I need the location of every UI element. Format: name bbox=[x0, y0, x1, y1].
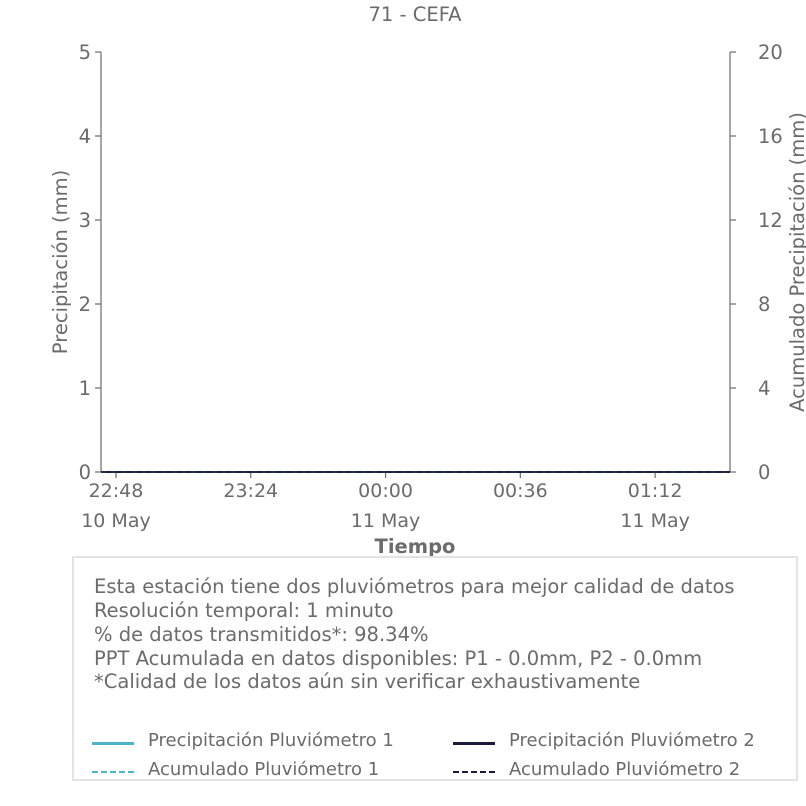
legend-label-acum1: Acumulado Pluviómetro 1 bbox=[148, 759, 380, 780]
legend-label-acum2: Acumulado Pluviómetro 2 bbox=[509, 759, 741, 780]
x-axis-label: Tiempo bbox=[375, 535, 456, 556]
legend-swatch-acum2 bbox=[453, 771, 495, 773]
info-line-accumulated: PPT Acumulada en datos disponibles: P1 -… bbox=[94, 647, 703, 670]
right-tick-label: 4 bbox=[758, 377, 770, 400]
left-tick-label: 0 bbox=[79, 461, 91, 484]
legend-label-p2: Precipitación Pluviómetro 2 bbox=[509, 730, 755, 751]
info-line-resolution: Resolución temporal: 1 minuto bbox=[94, 599, 394, 622]
x-tick-date-label: 10 May bbox=[81, 510, 151, 532]
left-tick-label: 5 bbox=[79, 41, 91, 64]
right-tick-label: 8 bbox=[758, 293, 770, 316]
left-tick-label: 1 bbox=[79, 377, 91, 400]
info-box: Esta estación tiene dos pluviómetros par… bbox=[72, 556, 798, 781]
left-tick-label: 4 bbox=[79, 125, 91, 148]
left-tick-label: 2 bbox=[79, 293, 91, 316]
legend-swatch-p2 bbox=[453, 742, 495, 745]
info-line-quality-note: *Calidad de los datos aún sin verificar … bbox=[94, 670, 641, 693]
x-tick-time-label: 22:48 bbox=[89, 480, 144, 502]
right-tick-label: 0 bbox=[758, 461, 770, 484]
x-tick-date-label: 11 May bbox=[351, 510, 421, 532]
right-tick-label: 20 bbox=[758, 41, 783, 64]
chart-title: 71 - CEFA bbox=[369, 3, 463, 26]
y-axis-label-right: Acumulado Precipitación (mm) bbox=[786, 112, 806, 412]
info-line-transmitted: % de datos transmitidos*: 98.34% bbox=[94, 623, 429, 646]
left-tick-label: 3 bbox=[79, 209, 91, 232]
legend-swatch-p1 bbox=[92, 742, 134, 745]
x-tick-date-label: 11 May bbox=[620, 510, 690, 532]
x-tick-time-label: 00:00 bbox=[358, 480, 413, 502]
right-tick-label: 12 bbox=[758, 209, 783, 232]
x-tick-time-label: 01:12 bbox=[628, 480, 683, 502]
x-tick-time-label: 23:24 bbox=[223, 480, 278, 502]
legend-label-p1: Precipitación Pluviómetro 1 bbox=[148, 730, 394, 751]
right-tick-label: 16 bbox=[758, 125, 783, 148]
legend-swatch-acum1 bbox=[92, 771, 134, 773]
x-tick-time-label: 00:36 bbox=[493, 480, 548, 502]
info-line-stations: Esta estación tiene dos pluviómetros par… bbox=[94, 575, 735, 598]
y-axis-label-left: Precipitación (mm) bbox=[49, 170, 72, 354]
